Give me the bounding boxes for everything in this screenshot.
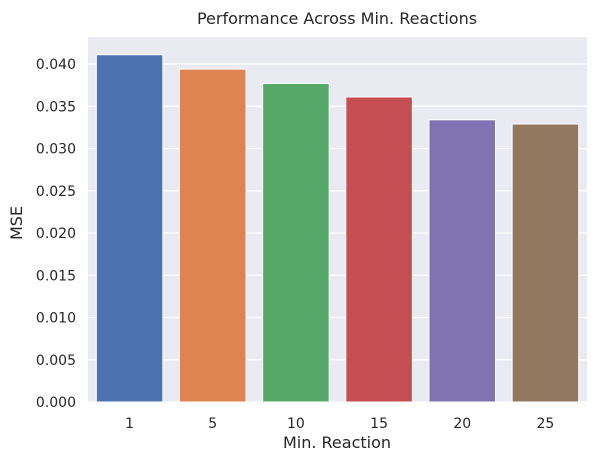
x-tick-label: 20: [453, 416, 471, 432]
y-tick-label: 0.020: [36, 226, 76, 242]
bar-10: [262, 82, 330, 403]
plot-area-background: [88, 37, 587, 402]
y-tick-label: 0.035: [36, 99, 76, 115]
y-axis-title: MSE: [7, 206, 26, 240]
y-tick-label: 0.005: [36, 353, 76, 369]
bar-15: [345, 96, 413, 403]
bar-25: [511, 123, 580, 403]
x-axis-title: Min. Reaction: [283, 433, 391, 452]
y-tick-label: 0.015: [36, 268, 76, 284]
x-tick-label: 1: [125, 416, 134, 432]
y-tick-label: 0.040: [36, 57, 76, 73]
y-tick-label: 0.000: [36, 395, 76, 411]
bar-5: [178, 68, 247, 403]
x-axis-ticks: 1 5 10 15 20 25: [125, 416, 554, 432]
y-tick-label: 0.025: [36, 184, 76, 200]
y-tick-label: 0.010: [36, 311, 76, 327]
gridlines: [88, 63, 587, 403]
bar-1: [95, 54, 164, 403]
x-tick-label: 10: [287, 416, 305, 432]
y-axis-ticks: 0.000 0.005 0.010 0.015 0.020 0.025 0.030 0.035…: [36, 57, 76, 411]
x-tick-label: 25: [537, 416, 555, 432]
chart-title: Performance Across Min. Reactions: [197, 9, 477, 28]
bars: [95, 54, 580, 403]
x-tick-label: 15: [370, 416, 388, 432]
x-tick-label: 5: [208, 416, 217, 432]
y-tick-label: 0.030: [36, 142, 76, 158]
bar-20: [428, 119, 497, 403]
